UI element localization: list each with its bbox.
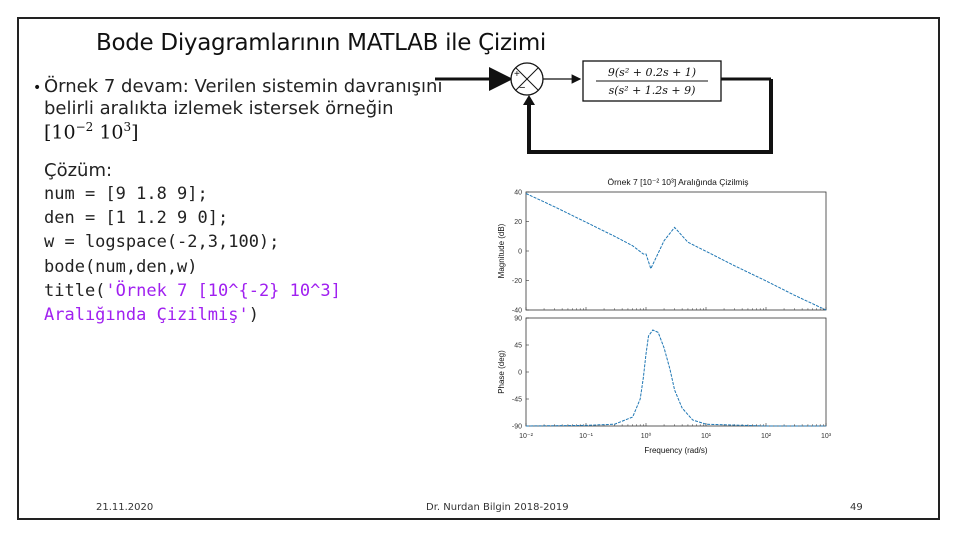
code-line-5-string: 'Örnek 7 [10^{-2} 10^3] — [105, 280, 341, 301]
bullet-dot: • — [33, 80, 42, 96]
magnitude-ytick-label: -40 — [512, 308, 522, 315]
solution-label: Çözüm: — [44, 160, 113, 181]
code-line-4: bode(num,den,w) — [44, 256, 198, 277]
frequency-xlabel: Frequency (rad/s) — [644, 446, 707, 455]
feedback-path — [527, 79, 773, 154]
phase-ylabel: Phase (deg) — [497, 350, 506, 394]
tf-numerator: 9(s² + 0.2s + 1) — [608, 66, 696, 79]
magnitude-ytick-label: 0 — [518, 249, 522, 256]
phase-ytick-label: 45 — [514, 343, 522, 350]
sum-plus-sign: + — [514, 69, 520, 80]
footer-page-number: 49 — [850, 502, 863, 513]
phase-axes — [525, 317, 827, 427]
sum-minus-sign: − — [519, 82, 525, 94]
footer-date: 21.11.2020 — [96, 502, 154, 513]
block-diagram: + − 9(s² + 0.2s + 1) s(s² + 1.2s + 9) — [435, 60, 773, 154]
tf-denominator: s(s² + 1.2s + 9) — [609, 84, 696, 97]
footer-author: Dr. Nurdan Bilgin 2018-2019 — [426, 502, 569, 513]
magnitude-ylabel: Magnitude (dB) — [497, 223, 506, 278]
code-line-2: den = [1 1.2 9 0]; — [44, 208, 229, 229]
bode-plot: Örnek 7 [10⁻² 10³] Aralığında Çizilmiş 4… — [497, 177, 832, 455]
x-tick-label: 10³ — [821, 433, 832, 440]
interval-exp2: 3 — [123, 120, 132, 134]
phase-ytick-label: -45 — [512, 397, 522, 404]
code-line-6-string: Aralığında Çizilmiş' — [44, 305, 249, 326]
magnitude-axes — [525, 191, 827, 311]
phase-ytick-label: -90 — [512, 424, 522, 431]
transfer-function-block: 9(s² + 0.2s + 1) s(s² + 1.2s + 9) — [582, 60, 722, 102]
code-line-3: w = logspace(-2,3,100); — [44, 232, 280, 253]
code-line-1: num = [9 1.8 9]; — [44, 184, 208, 204]
x-tick-label: 10⁰ — [641, 432, 652, 440]
matlab-code: num = [9 1.8 9]; den = [1 1.2 9 0]; w = lo… — [44, 182, 341, 327]
code-line-5-prefix: title( — [44, 280, 106, 301]
example-text: Örnek 7 devam: Verilen sistemin davranış… — [44, 76, 443, 119]
slide-frame — [17, 17, 940, 520]
feedback-arrowhead — [523, 95, 535, 105]
x-tick-label: 10⁻¹ — [579, 433, 593, 440]
magnitude-y-ticks: 40 20 0 -20 -40 — [512, 190, 529, 315]
summing-junction: + − — [510, 62, 544, 96]
code-line-5: title('Örnek 7 [10^{-2} 10^3] — [44, 279, 341, 303]
magnitude-series-line — [525, 193, 827, 311]
phase-ytick-label: 0 — [518, 370, 522, 377]
code-line-6-suffix: ) — [248, 305, 259, 326]
slide-title: Bode Diyagramlarının MATLAB ile Çizimi — [96, 30, 547, 56]
magnitude-ytick-label: 20 — [514, 219, 522, 226]
x-tick-label: 10¹ — [701, 433, 712, 440]
phase-y-ticks: 90 45 0 -45 -90 — [512, 316, 529, 431]
interval-exp1: −2 — [75, 120, 94, 134]
chart-title: Örnek 7 [10⁻² 10³] Aralığında Çizilmiş — [607, 177, 748, 187]
phase-ytick-label: 90 — [514, 316, 522, 323]
x-tick-label: 10² — [761, 433, 772, 440]
magnitude-ytick-label: 40 — [514, 190, 522, 197]
frequency-x-ticks: 10⁻² 10⁻¹ 10⁰ 10¹ 10² 10³ — [519, 307, 832, 440]
interval-open: [10 — [44, 121, 76, 144]
code-line-6: Aralığında Çizilmiş') — [44, 303, 341, 327]
interval-expression: [10−2 103] — [44, 120, 139, 143]
interval-mid: 10 — [93, 121, 124, 144]
x-tick-label: 10⁻² — [519, 433, 533, 440]
magnitude-ytick-label: -20 — [512, 278, 522, 285]
interval-close: ] — [131, 121, 139, 144]
